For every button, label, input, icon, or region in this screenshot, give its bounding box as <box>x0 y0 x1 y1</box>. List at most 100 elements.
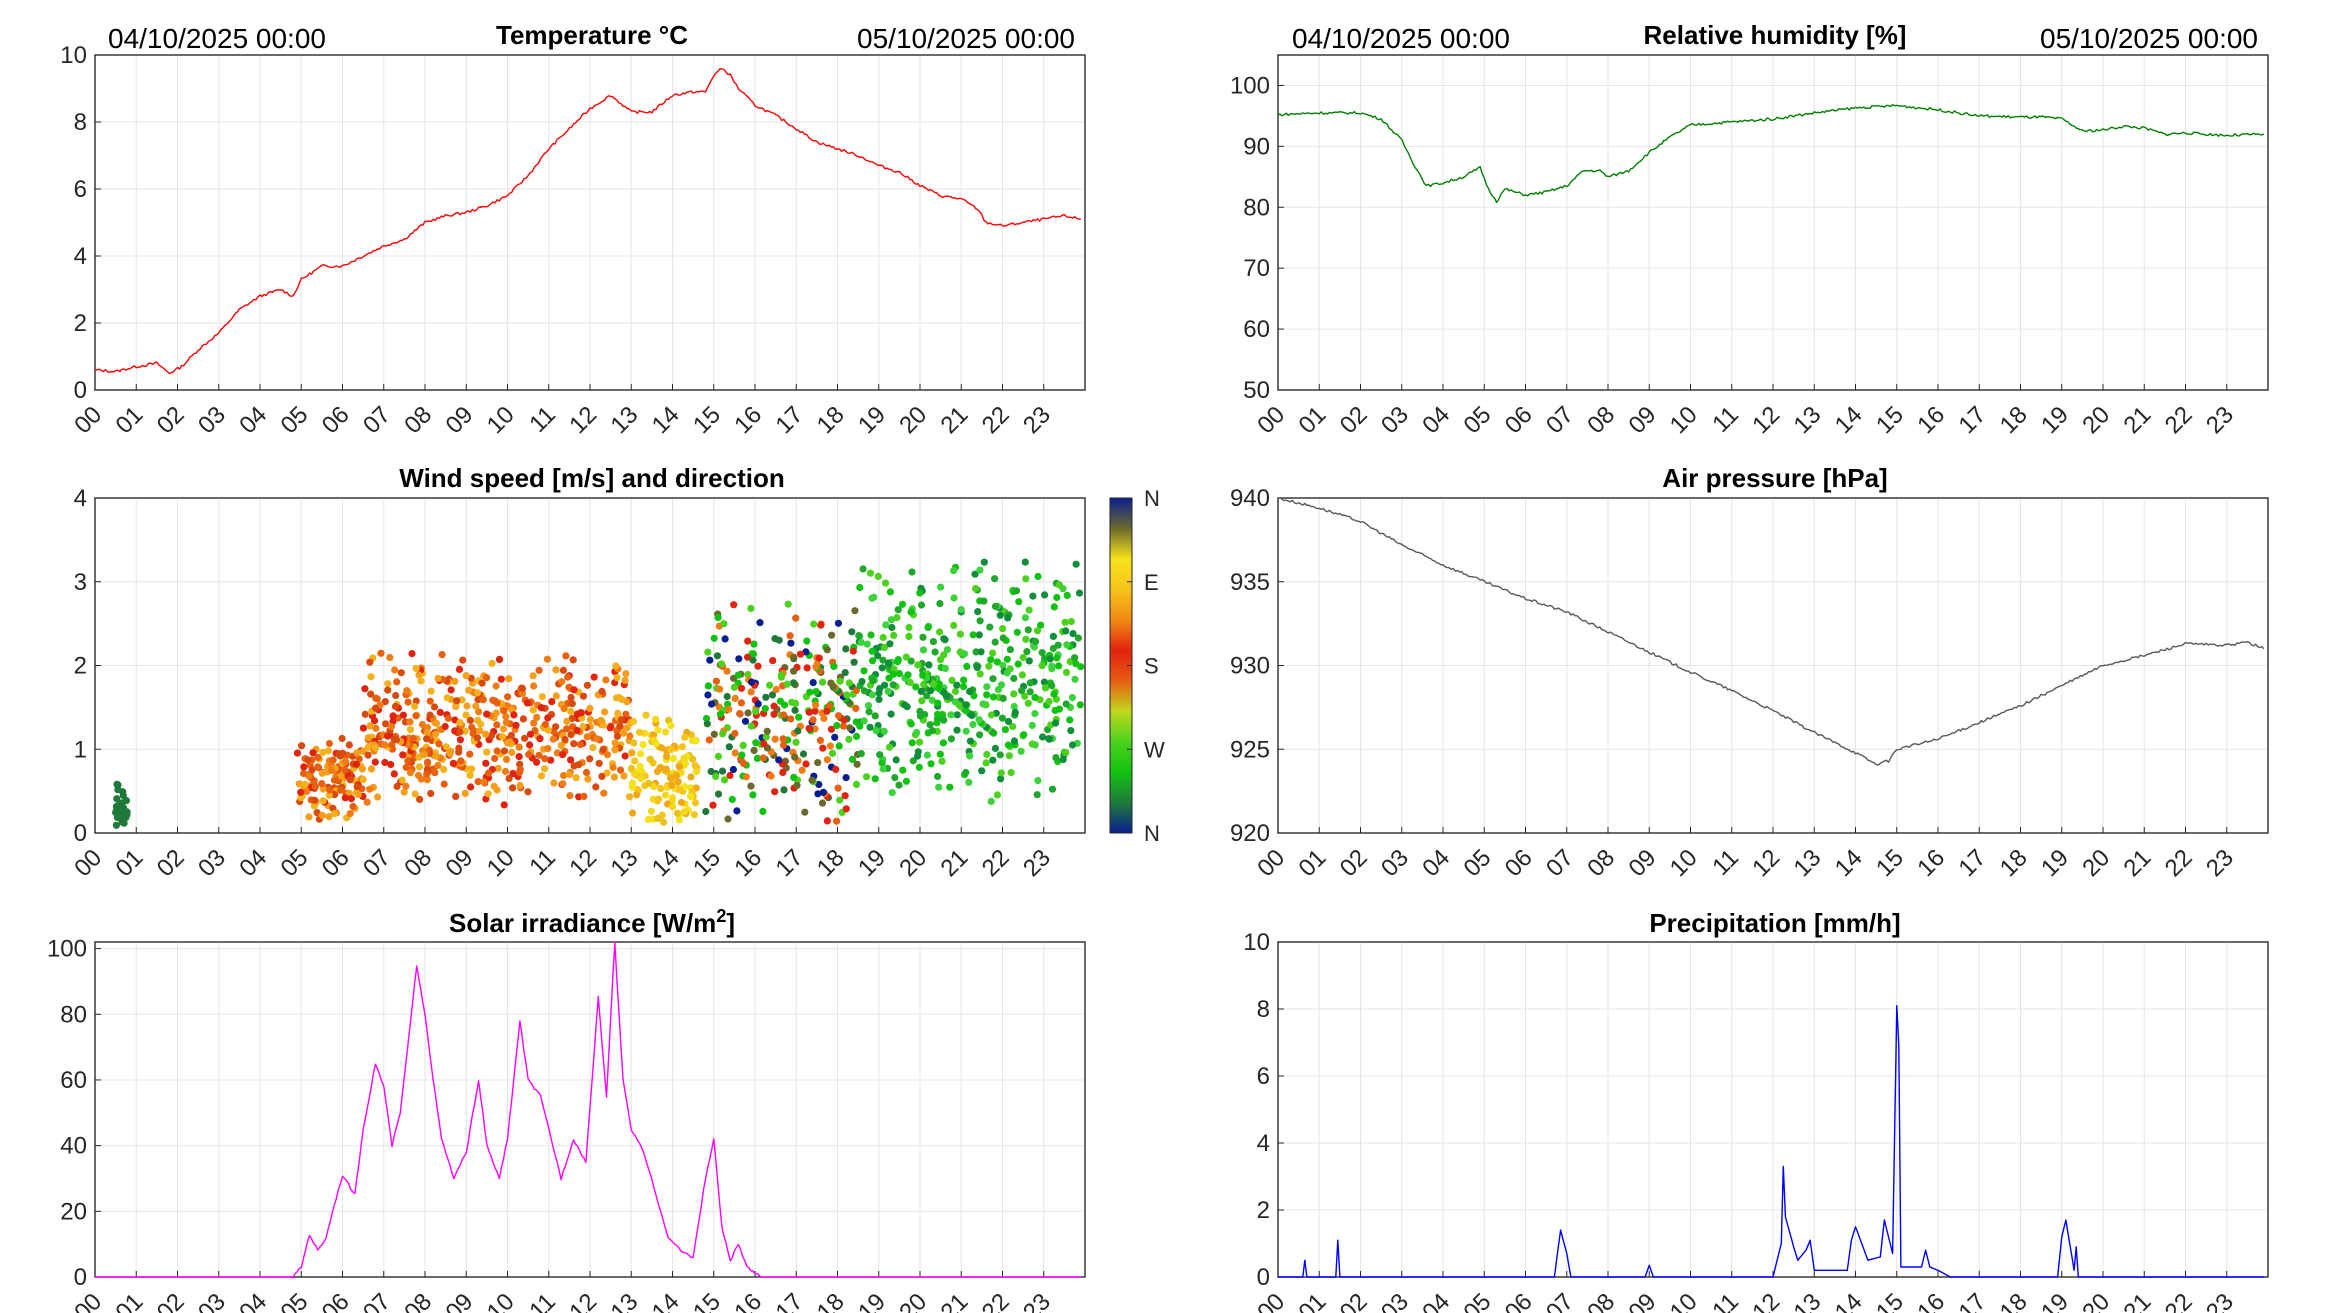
wind-point <box>780 786 788 794</box>
wind-point <box>1062 627 1070 635</box>
wind-point <box>552 692 560 700</box>
solar-y-tick-label: 40 <box>60 1133 87 1160</box>
wind-point <box>1038 662 1046 670</box>
wind-point <box>996 611 1004 619</box>
wind-point <box>505 675 513 683</box>
wind-point <box>386 653 394 662</box>
wind-point <box>953 726 961 734</box>
wind-point <box>380 741 389 749</box>
wind-point <box>731 694 739 703</box>
wind-point <box>568 700 576 708</box>
wind-point <box>705 736 713 744</box>
wind-point <box>497 675 505 683</box>
wind-point <box>956 630 965 638</box>
wind-point <box>875 695 883 704</box>
wind-point <box>465 686 473 694</box>
wind-point <box>476 727 484 735</box>
wind-point <box>1019 653 1027 662</box>
wind-point <box>712 772 720 781</box>
wind-point <box>906 678 914 687</box>
wind-point <box>874 572 882 581</box>
wind-point <box>836 677 844 685</box>
wind-point <box>965 778 973 786</box>
wind-point <box>828 749 837 758</box>
wind-point <box>815 654 823 662</box>
wind-point <box>853 760 861 768</box>
wind-point <box>325 739 333 748</box>
wind-point <box>619 729 628 737</box>
wind-point <box>337 786 345 794</box>
wind-point <box>319 748 327 756</box>
wind-point <box>431 769 439 777</box>
wind-point <box>564 673 572 681</box>
wind-point <box>823 817 832 825</box>
wind-point <box>850 658 858 666</box>
wind-point <box>293 749 301 757</box>
wind-point <box>777 671 786 679</box>
wind-point <box>917 601 926 609</box>
wind-point <box>325 813 333 821</box>
wind-point <box>971 584 980 593</box>
wind-point <box>561 736 569 744</box>
wind-point <box>576 740 585 749</box>
wind-point <box>443 694 451 702</box>
wind-point <box>702 714 711 723</box>
wind-point <box>851 607 859 615</box>
wind-point <box>548 698 556 706</box>
wind-point <box>533 713 541 722</box>
wind-point <box>857 638 865 647</box>
wind-point <box>1066 716 1074 724</box>
wind-point <box>1034 572 1042 581</box>
wind-point <box>689 755 697 763</box>
wind-point <box>345 741 353 749</box>
pressure-y-tick-label: 940 <box>1230 485 1270 512</box>
wind-point <box>1050 603 1058 611</box>
wind-point <box>879 656 887 664</box>
wind-point <box>475 708 483 716</box>
wind-point <box>983 691 991 699</box>
wind-point <box>1011 708 1019 717</box>
wind-point <box>440 780 448 788</box>
wind-point <box>579 692 588 700</box>
wind-point <box>989 693 998 701</box>
wind-point <box>803 664 811 672</box>
wind-point <box>742 773 750 781</box>
wind-point <box>1059 755 1067 764</box>
wind-point <box>941 664 950 673</box>
wind-point <box>372 744 380 752</box>
wind-point <box>916 738 924 746</box>
wind-point <box>784 600 792 608</box>
wind-point <box>852 704 860 713</box>
wind-point <box>490 782 498 790</box>
wind-point <box>628 783 636 791</box>
wind-point <box>884 687 892 696</box>
wind-point <box>337 772 345 780</box>
wind-point <box>516 760 524 768</box>
wind-point <box>860 717 868 725</box>
wind-point <box>593 735 601 743</box>
wind-point <box>409 734 417 742</box>
wind-point <box>987 797 995 806</box>
wind-point <box>1048 785 1057 793</box>
wind-point <box>692 737 700 745</box>
wind-point <box>479 696 487 704</box>
wind-point <box>426 711 434 719</box>
wind-point <box>826 742 835 750</box>
wind-point <box>734 671 742 679</box>
wind-point <box>707 767 715 776</box>
wind-point <box>523 699 532 707</box>
wind-point <box>492 709 500 717</box>
precipitation-series-line <box>1278 1005 2264 1278</box>
wind-point <box>814 759 822 767</box>
wind-point <box>913 728 921 737</box>
wind-point <box>662 765 670 773</box>
wind-point <box>602 676 610 684</box>
wind-point <box>442 743 450 751</box>
wind-point <box>667 745 675 754</box>
wind-point <box>1003 655 1011 663</box>
wind-point <box>706 656 714 664</box>
wind-point <box>669 803 677 811</box>
wind-point <box>1063 591 1071 600</box>
wind-point <box>909 757 917 765</box>
wind-point <box>402 763 410 771</box>
